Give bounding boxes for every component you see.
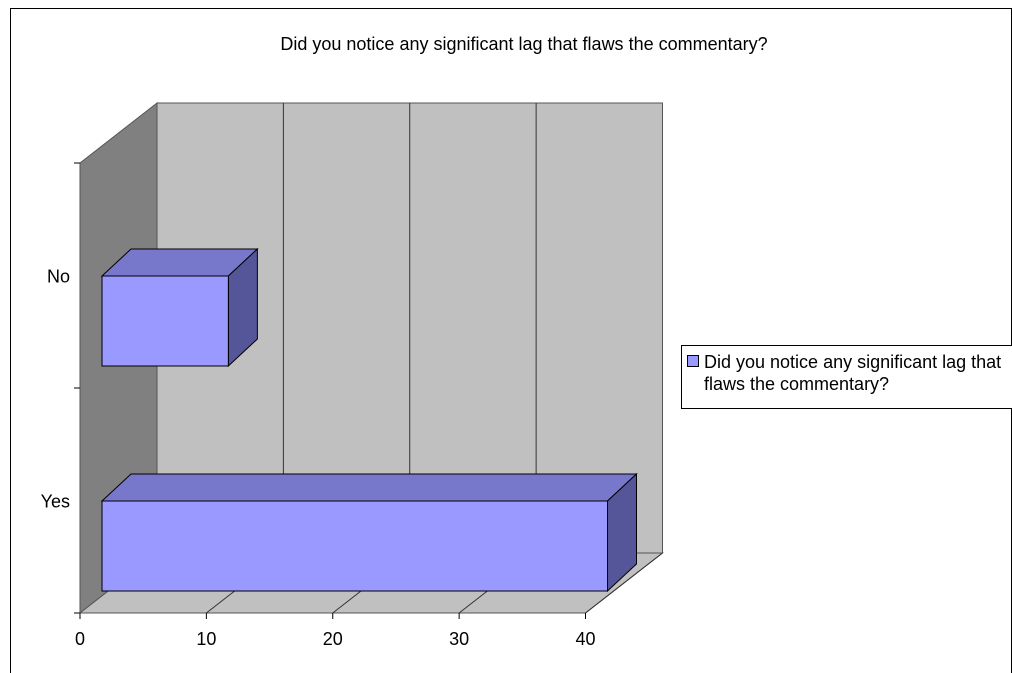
- category-label: No: [47, 267, 70, 287]
- floor-gridline: [585, 552, 663, 614]
- legend-label: Did you notice any significant lag that …: [704, 352, 1002, 394]
- x-tick-label: 0: [75, 629, 85, 649]
- legend-swatch: [687, 355, 699, 367]
- bar-top: [100, 473, 638, 502]
- x-tick-label: 30: [449, 629, 469, 649]
- x-tick-label: 40: [575, 629, 595, 649]
- bar-yes: [100, 472, 638, 593]
- bar-no: [100, 247, 259, 368]
- chart-title: Did you notice any significant lag that …: [280, 34, 767, 54]
- x-tick-label: 20: [323, 629, 343, 649]
- legend: Did you notice any significant lag that …: [681, 345, 1012, 409]
- x-tick-label: 10: [196, 629, 216, 649]
- bar-front: [101, 275, 229, 367]
- bar-front: [101, 500, 608, 592]
- category-label: Yes: [41, 492, 70, 512]
